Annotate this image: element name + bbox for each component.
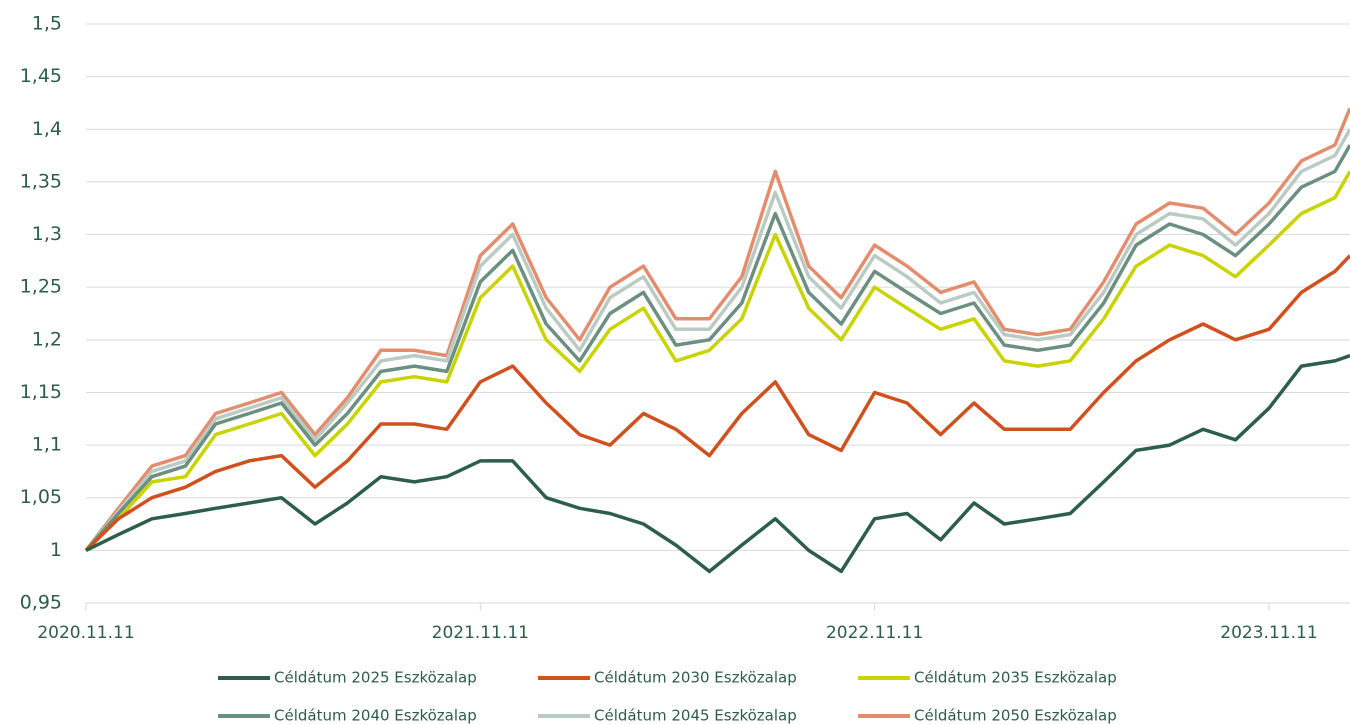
legend-label: Céldátum 2030 Eszközalap bbox=[594, 669, 797, 687]
series-line bbox=[84, 254, 1350, 552]
series-line bbox=[85, 353, 1350, 574]
y-tick-label: 0,95 bbox=[20, 592, 62, 614]
y-tick-label: 1,4 bbox=[32, 118, 62, 140]
y-tick-label: 1,35 bbox=[20, 170, 62, 192]
series-line bbox=[84, 128, 1350, 552]
y-tick-label: 1 bbox=[50, 539, 62, 561]
legend-label: Céldátum 2040 Eszközalap bbox=[274, 707, 477, 724]
y-tick-label: 1,05 bbox=[20, 486, 62, 508]
x-tick-label: 2022.11.11 bbox=[826, 623, 923, 643]
x-tick-label: 2021.11.11 bbox=[432, 623, 529, 643]
y-tick-label: 1,2 bbox=[32, 328, 62, 350]
series-line bbox=[84, 144, 1350, 552]
legend-label: Céldátum 2050 Eszközalap bbox=[914, 707, 1117, 724]
series-line bbox=[84, 170, 1350, 552]
y-tick-label: 1,5 bbox=[32, 13, 62, 35]
y-tick-label: 1,3 bbox=[32, 223, 62, 245]
legend-label: Céldátum 2025 Eszközalap bbox=[274, 669, 477, 687]
y-tick-label: 1,15 bbox=[20, 381, 62, 403]
legend-label: Céldátum 2035 Eszközalap bbox=[914, 669, 1117, 687]
y-tick-label: 1,25 bbox=[20, 276, 62, 298]
y-tick-label: 1,45 bbox=[20, 65, 62, 87]
legend-label: Céldátum 2045 Eszközalap bbox=[594, 707, 797, 724]
series-line bbox=[84, 107, 1350, 552]
x-tick-label: 2020.11.11 bbox=[37, 623, 134, 643]
x-tick-label: 2023.11.11 bbox=[1220, 623, 1317, 643]
y-tick-label: 1,1 bbox=[32, 434, 62, 456]
